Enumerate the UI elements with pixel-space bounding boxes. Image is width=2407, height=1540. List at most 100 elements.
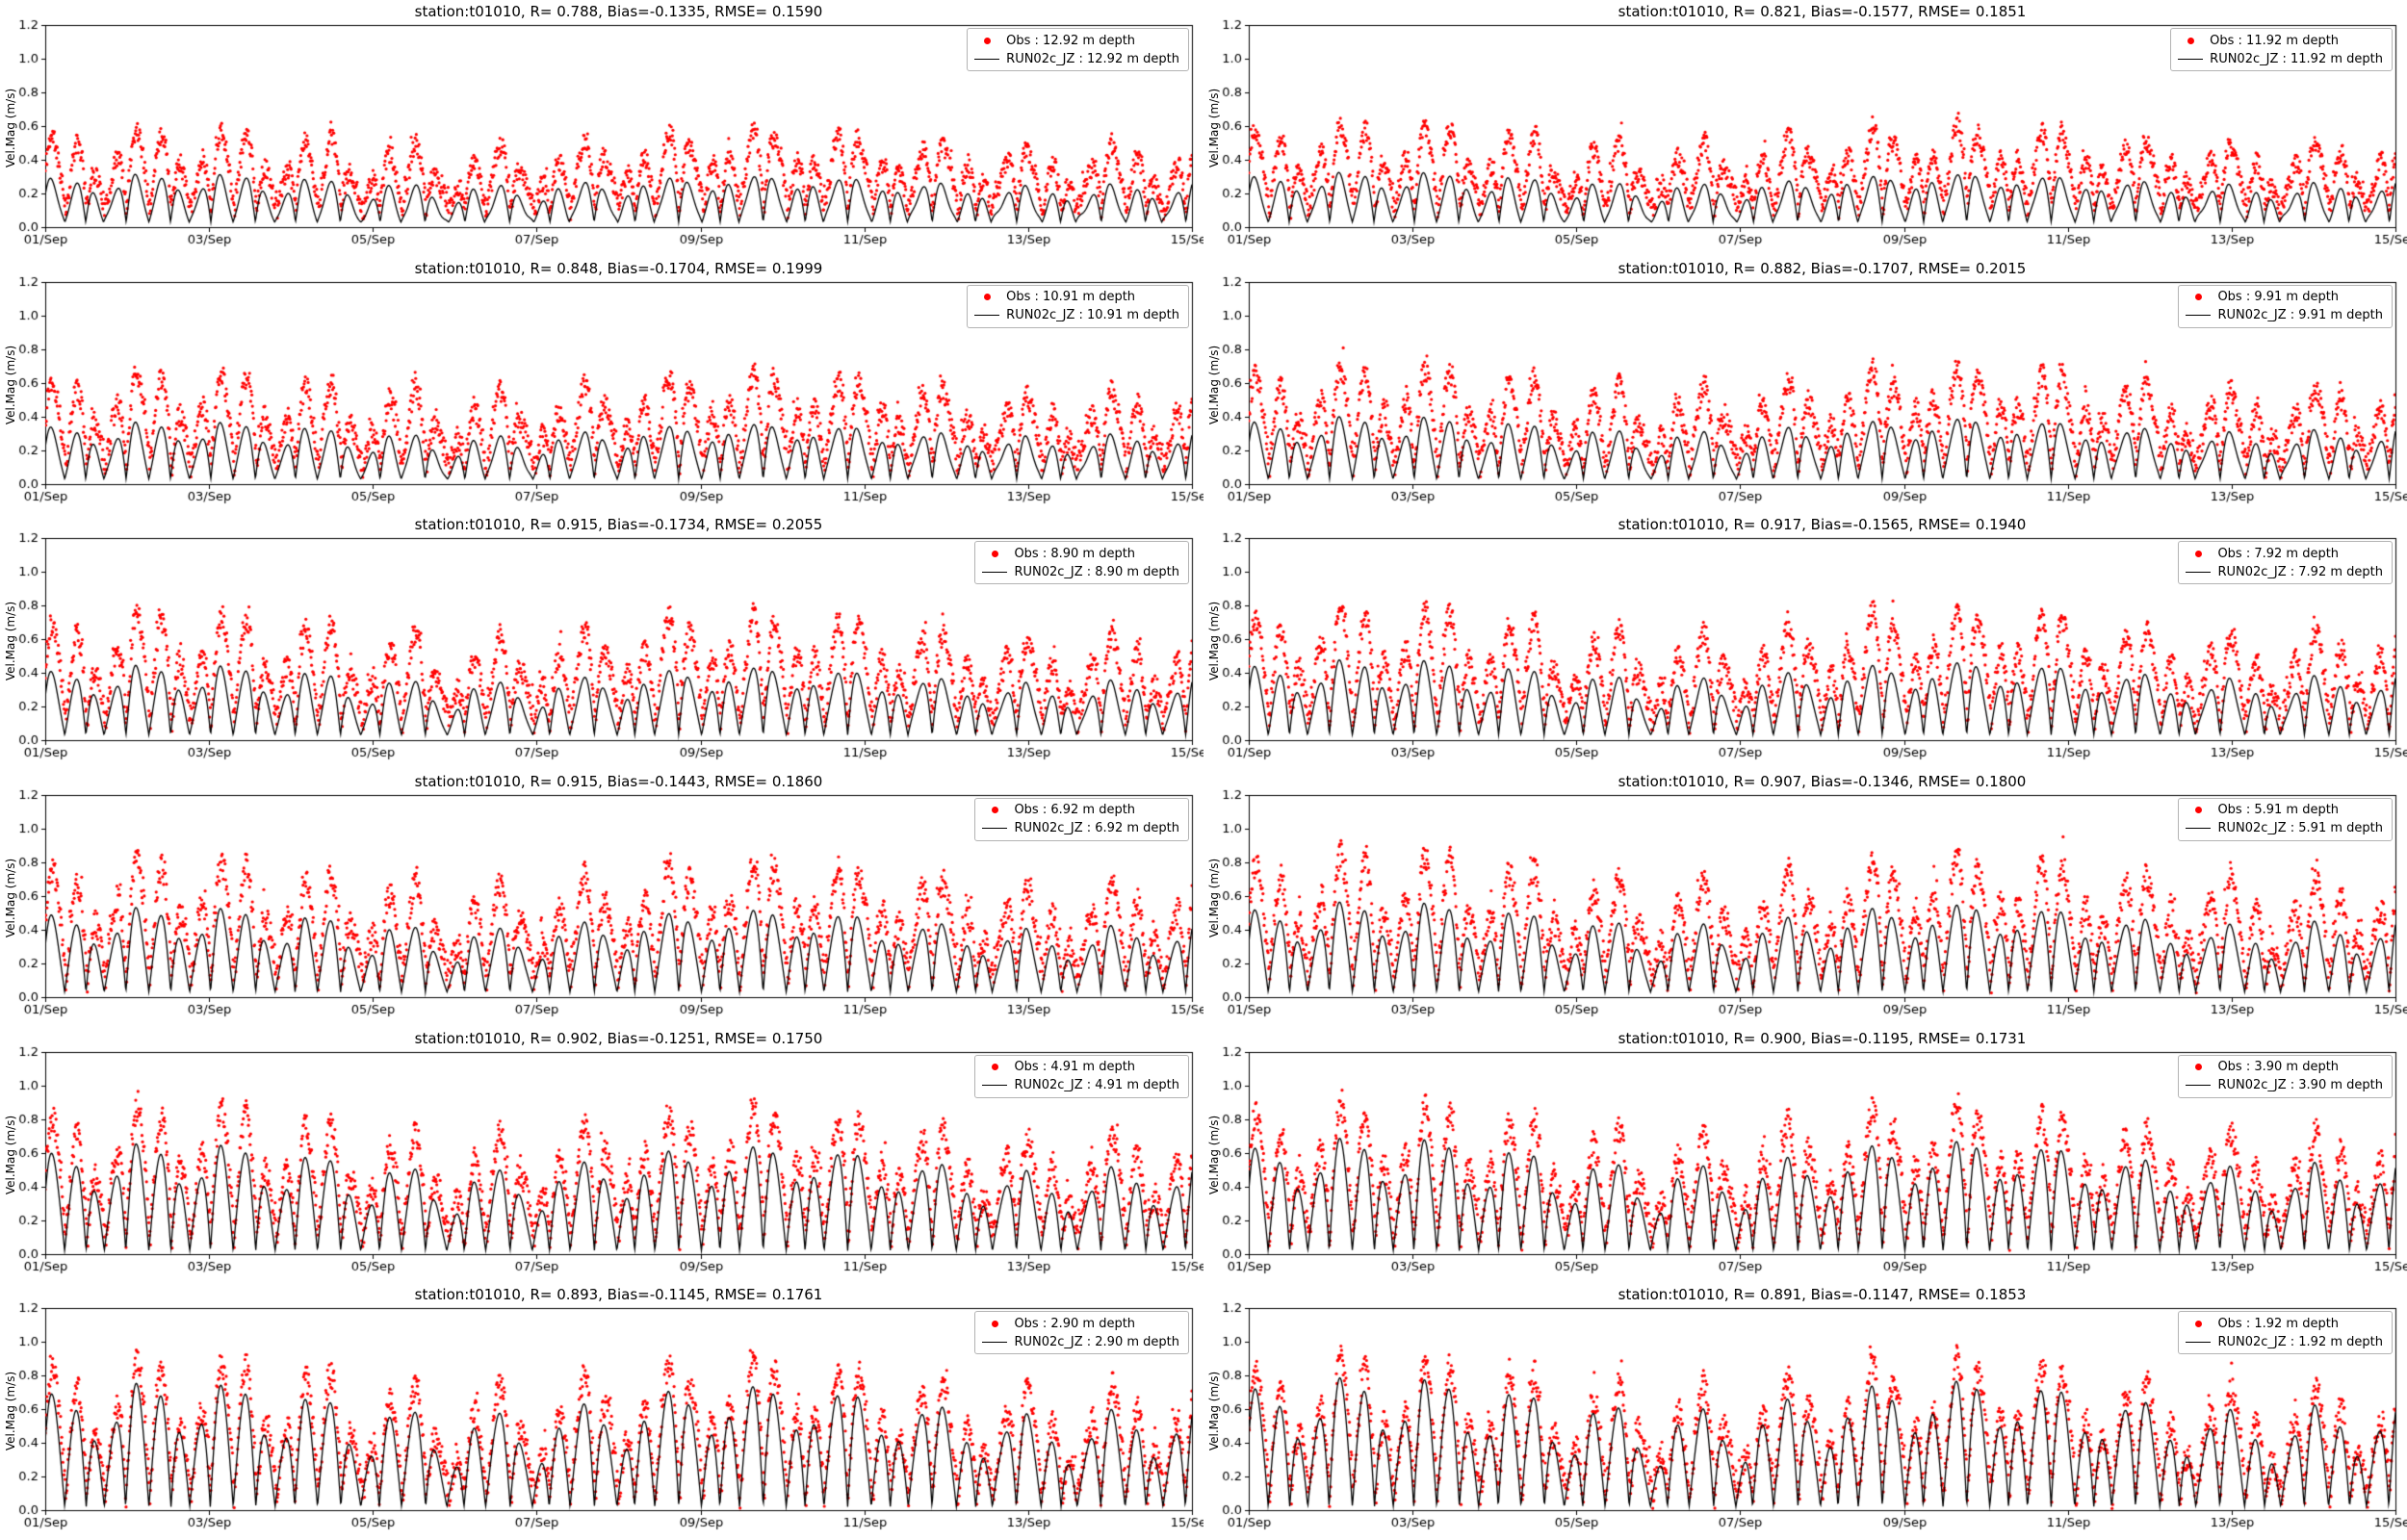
model-line-icon <box>982 1085 1008 1087</box>
model-line-icon <box>974 315 1000 317</box>
legend-item-obs: Obs : 5.91 m depth <box>2186 802 2383 819</box>
legend-item-model: RUN02c_JZ : 7.92 m depth <box>2186 563 2383 580</box>
legend-item-obs: Obs : 6.92 m depth <box>982 802 1179 819</box>
legend: Obs : 9.91 m depth RUN02c_JZ : 9.91 m de… <box>2178 284 2393 328</box>
y-axis-label: Vel.Mag (m/s) <box>4 1115 17 1194</box>
y-axis-label: Vel.Mag (m/s) <box>1207 1115 1221 1194</box>
legend-item-model: RUN02c_JZ : 5.91 m depth <box>2186 820 2383 837</box>
legend: Obs : 8.90 m depth RUN02c_JZ : 8.90 m de… <box>974 541 1189 585</box>
legend-label-model: RUN02c_JZ : 2.90 m depth <box>1014 1334 1179 1349</box>
legend-label-model: RUN02c_JZ : 11.92 m depth <box>2210 51 2383 66</box>
legend-label-obs: Obs : 5.91 m depth <box>2217 803 2340 818</box>
y-axis-label: Vel.Mag (m/s) <box>4 88 17 168</box>
obs-point-icon <box>982 807 1007 814</box>
legend-label-model: RUN02c_JZ : 7.92 m depth <box>2217 564 2383 579</box>
obs-point-icon <box>2186 1064 2211 1071</box>
obs-point-icon <box>2186 1320 2211 1327</box>
legend-item-obs: Obs : 8.90 m depth <box>982 545 1179 562</box>
subplot-0: station:t01010, R= 0.788, Bias=-0.1335, … <box>0 0 1204 256</box>
plot-title: station:t01010, R= 0.915, Bias=-0.1734, … <box>414 516 823 534</box>
subplot-2: station:t01010, R= 0.848, Bias=-0.1704, … <box>0 256 1204 513</box>
plot-title: station:t01010, R= 0.893, Bias=-0.1145, … <box>414 1286 823 1304</box>
legend-label-obs: Obs : 2.90 m depth <box>1014 1316 1136 1331</box>
legend-item-obs: Obs : 7.92 m depth <box>2186 545 2383 562</box>
plot-title: station:t01010, R= 0.821, Bias=-0.1577, … <box>1618 3 2027 20</box>
subplot-9: station:t01010, R= 0.900, Bias=-0.1195, … <box>1204 1026 2407 1283</box>
legend-label-model: RUN02c_JZ : 12.92 m depth <box>1006 51 1179 66</box>
subplot-6: station:t01010, R= 0.915, Bias=-0.1443, … <box>0 769 1204 1026</box>
legend-label-obs: Obs : 12.92 m depth <box>1006 33 1136 48</box>
legend: Obs : 12.92 m depth RUN02c_JZ : 12.92 m … <box>967 28 1189 71</box>
model-line-icon <box>2178 58 2204 60</box>
y-axis-label: Vel.Mag (m/s) <box>4 858 17 938</box>
legend-label-model: RUN02c_JZ : 9.91 m depth <box>2217 308 2383 323</box>
model-line-icon <box>974 58 1000 60</box>
plot-title: station:t01010, R= 0.907, Bias=-0.1346, … <box>1618 772 2027 790</box>
legend: Obs : 10.91 m depth RUN02c_JZ : 10.91 m … <box>967 284 1189 328</box>
obs-point-icon <box>2178 37 2203 44</box>
legend-item-obs: Obs : 1.92 m depth <box>2186 1315 2383 1332</box>
y-axis-label: Vel.Mag (m/s) <box>1207 345 1221 424</box>
legend-label-model: RUN02c_JZ : 3.90 m depth <box>2217 1078 2383 1093</box>
legend-item-obs: Obs : 9.91 m depth <box>2186 289 2383 306</box>
obs-point-icon <box>982 1320 1007 1327</box>
legend-label-obs: Obs : 9.91 m depth <box>2217 290 2340 305</box>
model-line-icon <box>982 1341 1008 1343</box>
model-line-icon <box>982 571 1008 573</box>
legend-item-model: RUN02c_JZ : 9.91 m depth <box>2186 307 2383 324</box>
legend: Obs : 3.90 m depth RUN02c_JZ : 3.90 m de… <box>2178 1054 2393 1098</box>
legend-label-model: RUN02c_JZ : 10.91 m depth <box>1006 308 1179 323</box>
plot-title: station:t01010, R= 0.915, Bias=-0.1443, … <box>414 772 823 790</box>
model-line-icon <box>2186 1341 2212 1343</box>
legend-item-model: RUN02c_JZ : 12.92 m depth <box>974 50 1179 67</box>
legend-item-model: RUN02c_JZ : 3.90 m depth <box>2186 1077 2383 1094</box>
legend: Obs : 4.91 m depth RUN02c_JZ : 4.91 m de… <box>974 1054 1189 1098</box>
subplot-11: station:t01010, R= 0.891, Bias=-0.1147, … <box>1204 1283 2407 1540</box>
legend-label-model: RUN02c_JZ : 8.90 m depth <box>1014 564 1179 579</box>
legend-label-obs: Obs : 3.90 m depth <box>2217 1060 2340 1075</box>
model-line-icon <box>2186 828 2212 830</box>
subplot-10: station:t01010, R= 0.893, Bias=-0.1145, … <box>0 1283 1204 1540</box>
plot-title: station:t01010, R= 0.788, Bias=-0.1335, … <box>414 3 823 20</box>
obs-point-icon <box>2186 807 2211 814</box>
subplot-1: station:t01010, R= 0.821, Bias=-0.1577, … <box>1204 0 2407 256</box>
subplot-3: station:t01010, R= 0.882, Bias=-0.1707, … <box>1204 256 2407 513</box>
legend: Obs : 11.92 m depth RUN02c_JZ : 11.92 m … <box>2170 28 2393 71</box>
legend-label-obs: Obs : 6.92 m depth <box>1014 803 1136 818</box>
subplot-7: station:t01010, R= 0.907, Bias=-0.1346, … <box>1204 769 2407 1026</box>
y-axis-label: Vel.Mag (m/s) <box>1207 88 1221 168</box>
legend-item-model: RUN02c_JZ : 2.90 m depth <box>982 1333 1179 1350</box>
legend-label-obs: Obs : 1.92 m depth <box>2217 1316 2340 1331</box>
obs-point-icon <box>974 37 999 44</box>
legend-label-obs: Obs : 7.92 m depth <box>2217 546 2340 561</box>
y-axis-label: Vel.Mag (m/s) <box>1207 858 1221 938</box>
model-line-icon <box>2186 1085 2212 1087</box>
legend-item-model: RUN02c_JZ : 11.92 m depth <box>2178 50 2383 67</box>
legend-item-obs: Obs : 4.91 m depth <box>982 1059 1179 1076</box>
legend: Obs : 5.91 m depth RUN02c_JZ : 5.91 m de… <box>2178 797 2393 841</box>
legend: Obs : 6.92 m depth RUN02c_JZ : 6.92 m de… <box>974 797 1189 841</box>
model-line-icon <box>2186 315 2212 317</box>
legend-label-model: RUN02c_JZ : 6.92 m depth <box>1014 821 1179 836</box>
plot-title: station:t01010, R= 0.891, Bias=-0.1147, … <box>1618 1286 2027 1304</box>
legend: Obs : 1.92 m depth RUN02c_JZ : 1.92 m de… <box>2178 1311 2393 1355</box>
plot-title: station:t01010, R= 0.848, Bias=-0.1704, … <box>414 259 823 277</box>
legend-label-model: RUN02c_JZ : 4.91 m depth <box>1014 1078 1179 1093</box>
legend-item-obs: Obs : 11.92 m depth <box>2178 32 2383 49</box>
obs-point-icon <box>982 550 1007 557</box>
legend-item-model: RUN02c_JZ : 6.92 m depth <box>982 820 1179 837</box>
plot-title: station:t01010, R= 0.902, Bias=-0.1251, … <box>414 1029 823 1047</box>
legend-item-obs: Obs : 12.92 m depth <box>974 32 1179 49</box>
legend-label-obs: Obs : 8.90 m depth <box>1014 546 1136 561</box>
subplot-5: station:t01010, R= 0.917, Bias=-0.1565, … <box>1204 513 2407 770</box>
plot-title: station:t01010, R= 0.917, Bias=-0.1565, … <box>1618 516 2027 534</box>
legend-item-obs: Obs : 2.90 m depth <box>982 1315 1179 1332</box>
model-line-icon <box>2186 571 2212 573</box>
obs-point-icon <box>2186 294 2211 301</box>
model-line-icon <box>982 828 1008 830</box>
legend-label-obs: Obs : 10.91 m depth <box>1006 290 1136 305</box>
plot-title: station:t01010, R= 0.882, Bias=-0.1707, … <box>1618 259 2027 277</box>
plot-title: station:t01010, R= 0.900, Bias=-0.1195, … <box>1618 1029 2027 1047</box>
obs-point-icon <box>974 294 999 301</box>
